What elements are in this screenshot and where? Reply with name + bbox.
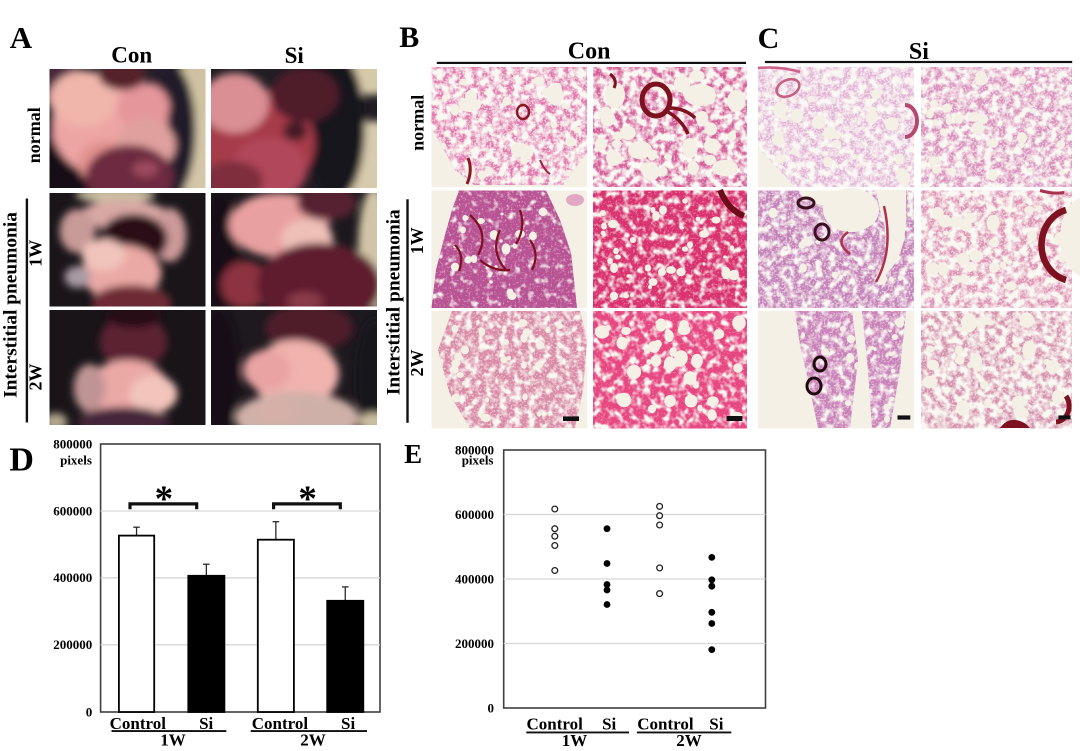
- svg-text:Si: Si: [709, 715, 723, 734]
- svg-text:800000: 800000: [53, 436, 92, 451]
- svg-text:400000: 400000: [455, 571, 494, 586]
- svg-text:C: C: [758, 22, 780, 55]
- svg-text:pixels: pixels: [60, 452, 92, 467]
- svg-text:Con: Con: [111, 43, 152, 68]
- svg-text:2W: 2W: [300, 731, 326, 750]
- svg-text:1W: 1W: [26, 240, 46, 267]
- svg-text:A: A: [10, 20, 33, 55]
- svg-text:normal: normal: [407, 95, 427, 151]
- svg-text:normal: normal: [24, 107, 44, 163]
- svg-text:D: D: [9, 442, 34, 479]
- svg-text:Si: Si: [285, 43, 305, 68]
- svg-text:E: E: [404, 439, 422, 469]
- svg-text:200000: 200000: [455, 636, 494, 651]
- svg-text:0: 0: [488, 700, 495, 715]
- svg-text:2W: 2W: [407, 350, 427, 377]
- svg-text:400000: 400000: [53, 570, 92, 585]
- svg-text:B: B: [399, 21, 419, 54]
- svg-text:0: 0: [86, 704, 93, 719]
- svg-text:800000: 800000: [455, 442, 494, 457]
- svg-text:Interstitial pneumonia: Interstitial pneumonia: [1, 212, 22, 398]
- svg-text:Control: Control: [527, 715, 584, 734]
- svg-text:Control: Control: [252, 714, 309, 733]
- svg-text:1W: 1W: [407, 227, 427, 254]
- svg-text:200000: 200000: [53, 637, 92, 652]
- svg-text:Con: Con: [568, 38, 611, 64]
- svg-text:2W: 2W: [676, 731, 702, 750]
- svg-text:1W: 1W: [160, 731, 186, 750]
- svg-text:600000: 600000: [53, 503, 92, 518]
- svg-text:Si: Si: [199, 714, 213, 733]
- svg-text:Si: Si: [341, 714, 355, 733]
- svg-text:Si: Si: [909, 39, 929, 65]
- svg-text:1W: 1W: [562, 731, 588, 750]
- svg-text:Si: Si: [602, 715, 616, 734]
- svg-text:Control: Control: [110, 714, 167, 733]
- svg-text:pixels: pixels: [462, 452, 494, 467]
- svg-text:2W: 2W: [26, 364, 46, 391]
- svg-text:*: *: [298, 479, 317, 520]
- svg-text:Interstitial pneumonia: Interstitial pneumonia: [384, 209, 405, 395]
- svg-text:*: *: [155, 479, 174, 520]
- svg-text:Control: Control: [637, 715, 694, 734]
- svg-text:600000: 600000: [455, 507, 494, 522]
